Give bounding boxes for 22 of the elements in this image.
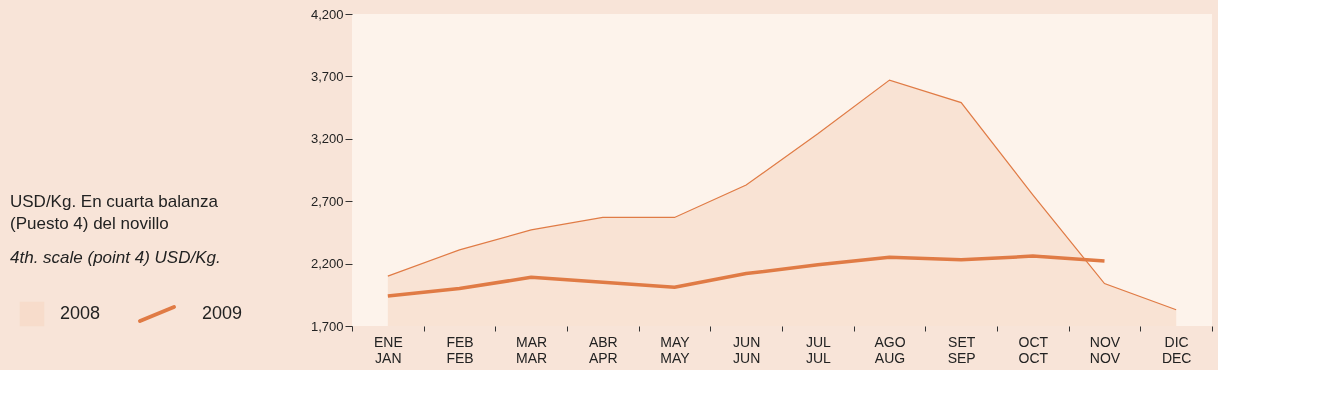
x-tick-label: MAY MAY (660, 333, 691, 366)
x-tick-label: FEB FEB (446, 333, 474, 366)
legend-label: 2009 (202, 303, 243, 323)
x-tick-label: ENE JAN (373, 333, 403, 366)
y-tick-label: 1,700 (310, 318, 344, 334)
y-tick-label: 3,700 (310, 68, 344, 84)
y-tick-label: 2,700 (310, 193, 344, 209)
x-tick-label: ABR APR (588, 333, 618, 366)
y-tick-label: 3,200 (310, 131, 344, 147)
x-tick-label: JUL JUL (805, 333, 831, 366)
x-tick-label: JUN JUN (733, 333, 761, 366)
x-tick-label: NOV NOV (1089, 333, 1121, 366)
x-tick-label: MAR MAR (516, 333, 548, 366)
y-tick-label: 2,200 (310, 256, 344, 272)
text: 4th. scale (point 4) USD/Kg. (10, 248, 221, 267)
y-tick-label: 4,200 (310, 6, 344, 22)
x-tick-label: AGO AUG (874, 333, 906, 366)
x-tick-label: SET SEP (947, 333, 976, 366)
text: USD/Kg. En cuarta balanza (Puesto 4) del novillo (10, 192, 219, 233)
x-tick-label: OCT OCT (1018, 333, 1049, 366)
x-tick-label: DIC DEC (1161, 333, 1192, 366)
legend-label: 2008 (60, 303, 101, 323)
